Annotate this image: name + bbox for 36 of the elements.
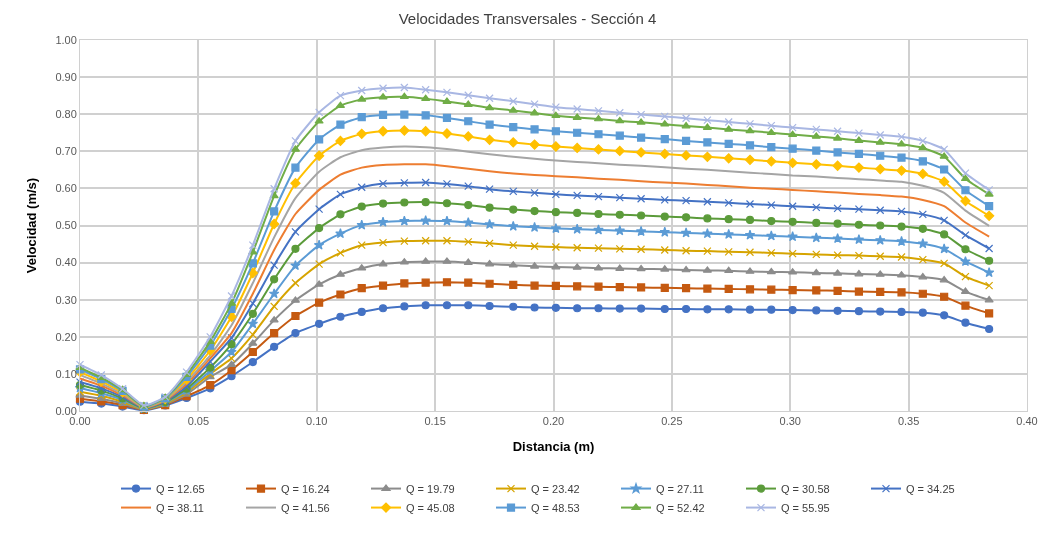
x-tick-label: 0.05 xyxy=(187,415,210,428)
x-tick-label: 0.00 xyxy=(69,415,91,428)
x-tick-label: 0.30 xyxy=(779,415,801,428)
legend-label: Q = 19.79 xyxy=(406,482,455,495)
legend-label: Q = 52.42 xyxy=(656,501,705,514)
legend-label: Q = 23.42 xyxy=(531,482,580,495)
y-tick-label: 0.30 xyxy=(55,293,77,306)
x-tick-label: 0.35 xyxy=(897,415,920,428)
x-tick-label: 0.25 xyxy=(661,415,683,428)
legend-label: Q = 12.65 xyxy=(156,482,205,495)
y-tick-label: 1.00 xyxy=(55,33,77,46)
y-axis-title: Velocidad (m/s) xyxy=(24,177,40,274)
legend-label: Q = 38.11 xyxy=(156,501,204,514)
y-tick-label: 0.60 xyxy=(55,182,77,195)
chart-title: Velocidades Transversales - Sección 4 xyxy=(398,9,657,27)
legend-label: Q = 55.95 xyxy=(781,501,830,514)
x-tick-label: 0.10 xyxy=(306,415,328,428)
legend-label: Q = 34.25 xyxy=(906,482,955,495)
legend-label: Q = 30.58 xyxy=(781,482,830,495)
y-tick-label: 0.80 xyxy=(55,108,77,121)
y-tick-label: 0.90 xyxy=(55,70,77,83)
legend-label: Q = 41.56 xyxy=(281,501,330,514)
x-axis-title: Distancia (m) xyxy=(512,438,595,454)
legend-label: Q = 45.08 xyxy=(406,501,455,514)
x-tick-label: 0.40 xyxy=(1016,415,1038,428)
legend-label: Q = 27.11 xyxy=(656,482,704,495)
legend-label: Q = 48.53 xyxy=(531,501,580,514)
y-tick-label: 0.10 xyxy=(55,367,77,380)
x-tick-label: 0.20 xyxy=(542,415,565,428)
y-tick-label: 0.20 xyxy=(55,330,77,343)
y-tick-label: 0.50 xyxy=(55,219,77,232)
y-tick-label: 0.00 xyxy=(55,404,77,417)
x-tick-label: 0.15 xyxy=(424,415,446,428)
y-tick-label: 0.40 xyxy=(55,256,77,269)
y-tick-label: 0.70 xyxy=(55,145,77,158)
legend-label: Q = 16.24 xyxy=(281,482,330,495)
